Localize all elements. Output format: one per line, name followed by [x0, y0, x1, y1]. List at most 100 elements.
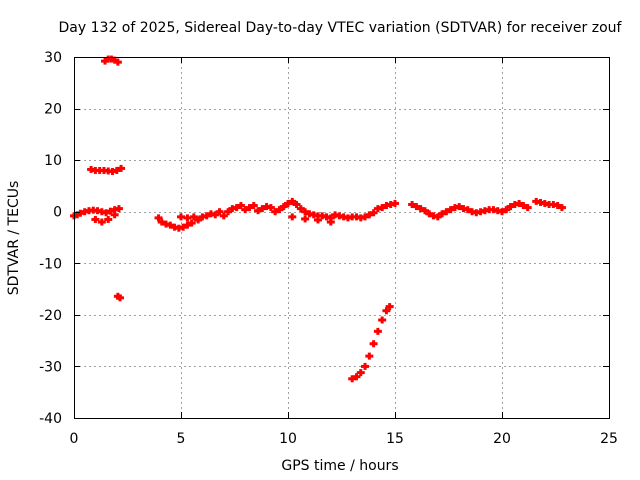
- data-point: [361, 213, 370, 221]
- chart-title: Day 132 of 2025, Sidereal Day-to-day VTE…: [59, 20, 623, 36]
- data-point: [170, 223, 179, 231]
- data-point: [117, 164, 126, 172]
- data-point: [378, 316, 387, 324]
- data-point: [189, 213, 198, 221]
- data-point: [339, 213, 348, 221]
- data-point: [502, 206, 511, 214]
- x-tick-label: 5: [177, 431, 186, 447]
- data-point: [110, 56, 119, 64]
- data-point: [356, 369, 365, 377]
- data-point: [95, 166, 104, 174]
- data-point: [493, 207, 502, 215]
- data-point: [87, 165, 96, 173]
- data-point: [515, 199, 524, 207]
- data-point: [194, 216, 203, 224]
- data-point: [179, 223, 188, 231]
- y-tick-label: 20: [44, 102, 62, 118]
- data-point: [549, 200, 558, 208]
- data-point: [408, 200, 417, 208]
- data-point: [305, 210, 314, 218]
- data-point: [361, 362, 370, 370]
- data-point: [309, 211, 318, 219]
- data-point: [236, 202, 245, 210]
- data-point: [202, 212, 211, 220]
- data-point: [284, 199, 292, 207]
- data-point: [420, 207, 429, 215]
- data-point: [232, 204, 241, 212]
- data-point: [476, 208, 485, 216]
- data-point: [352, 373, 361, 381]
- data-point: [296, 205, 305, 213]
- data-point: [102, 209, 111, 217]
- data-point: [76, 209, 85, 217]
- data-point: [113, 292, 122, 300]
- data-point: [108, 167, 117, 175]
- data-point: [183, 214, 192, 222]
- data-point: [301, 208, 310, 216]
- x-tick-label: 20: [493, 431, 511, 447]
- data-point: [91, 215, 100, 223]
- data-point: [553, 202, 562, 210]
- data-point: [472, 209, 481, 217]
- y-tick-label: -40: [39, 411, 62, 427]
- x-tick-label: 15: [386, 431, 404, 447]
- data-point: [224, 208, 233, 216]
- y-tick-label: -20: [39, 308, 62, 324]
- data-point: [288, 197, 297, 205]
- data-point: [365, 352, 374, 360]
- data-point: [97, 208, 106, 216]
- data-point: [557, 204, 566, 212]
- data-point: [373, 205, 382, 213]
- data-point: [219, 212, 228, 220]
- data-point: [89, 206, 98, 214]
- data-point: [322, 213, 331, 221]
- data-point: [106, 207, 115, 215]
- data-point: [532, 197, 541, 205]
- data-point: [519, 202, 528, 210]
- data-point: [174, 224, 183, 232]
- data-point: [91, 166, 100, 174]
- data-point: [73, 211, 82, 219]
- data-point: [382, 202, 391, 210]
- grid-lines: [74, 57, 609, 418]
- data-point: [288, 213, 297, 221]
- data-point: [99, 166, 108, 174]
- data-point: [369, 340, 378, 348]
- x-tick-label: 25: [600, 431, 618, 447]
- data-point: [468, 208, 477, 216]
- y-tick-label: 0: [53, 205, 62, 221]
- data-point: [198, 213, 207, 221]
- data-point: [262, 203, 271, 211]
- data-point: [112, 166, 121, 174]
- data-point: [545, 200, 554, 208]
- data-point: [241, 206, 250, 214]
- y-tick-label: -10: [39, 256, 62, 272]
- data-point: [425, 210, 434, 218]
- data-point: [331, 211, 340, 219]
- data-point: [93, 207, 102, 215]
- data-point: [382, 307, 391, 315]
- data-point: [378, 204, 387, 212]
- data-point: [326, 214, 335, 222]
- data-point: [446, 206, 455, 214]
- data-point: [162, 220, 171, 228]
- data-point: [104, 167, 113, 175]
- data-point: [249, 202, 258, 210]
- data-point: [110, 211, 119, 219]
- data-point: [154, 214, 163, 222]
- data-point: [258, 205, 267, 213]
- data-point: [157, 218, 166, 226]
- data-point: [455, 203, 464, 211]
- data-point: [313, 212, 322, 220]
- data-point: [373, 327, 382, 335]
- data-point: [101, 57, 110, 65]
- data-point: [489, 206, 498, 214]
- data-point: [183, 221, 192, 229]
- data-point: [187, 219, 196, 227]
- data-point: [271, 208, 280, 216]
- data-point: [369, 209, 378, 217]
- data-point: [245, 204, 254, 212]
- data-point: [386, 200, 395, 208]
